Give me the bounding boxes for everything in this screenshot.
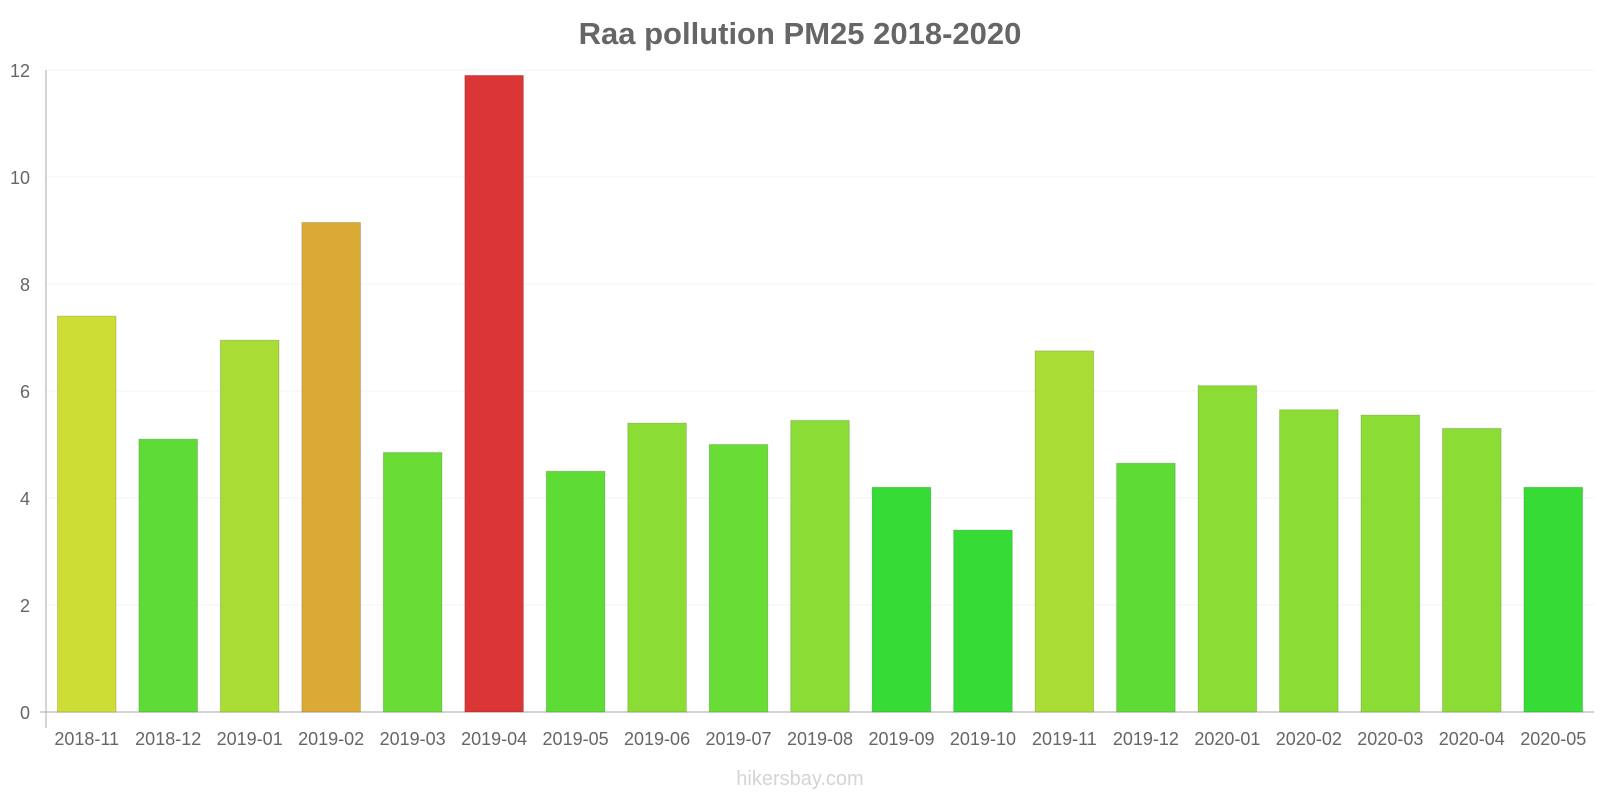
x-tick-label: 2020-01: [1194, 729, 1260, 749]
bar: [219, 339, 280, 713]
x-tick-label: 2019-12: [1113, 729, 1179, 749]
bar: [382, 452, 443, 713]
bar: [1441, 427, 1502, 713]
bar: [138, 438, 199, 713]
x-tick-label: 2019-06: [624, 729, 690, 749]
x-tick-label: 2019-11: [1032, 729, 1097, 749]
bar: [1360, 414, 1421, 713]
x-tick-label: 2018-12: [135, 729, 201, 749]
y-tick-label: 4: [20, 489, 30, 509]
y-tick-label: 10: [10, 168, 30, 188]
bar: [1197, 385, 1258, 713]
x-tick-label: 2020-02: [1276, 729, 1342, 749]
bar: [1034, 350, 1095, 713]
bar: [1116, 462, 1176, 713]
y-tick-label: 6: [20, 382, 30, 402]
x-tick-label: 2018-11: [54, 729, 119, 749]
bar: [545, 470, 606, 713]
x-tick-label: 2019-03: [380, 729, 446, 749]
watermark: hikersbay.com: [736, 768, 864, 790]
x-tick-label: 2019-05: [543, 729, 609, 749]
x-tick-label: 2019-04: [461, 729, 527, 749]
x-tick-label: 2020-05: [1520, 729, 1586, 749]
y-tick-label: 0: [20, 703, 30, 723]
bar: [627, 422, 687, 713]
bar: [953, 529, 1013, 713]
y-tick-label: 2: [20, 596, 30, 616]
bar: [871, 486, 932, 713]
bar: [790, 419, 850, 713]
x-tick-label: 2019-09: [868, 729, 934, 749]
x-tick-label: 2019-10: [950, 729, 1016, 749]
y-tick-label: 8: [20, 275, 30, 295]
x-tick-label: 2019-02: [298, 729, 364, 749]
bar: [301, 221, 361, 713]
bar: [464, 74, 524, 713]
bar: [56, 315, 117, 713]
x-tick-label: 2019-01: [217, 729, 283, 749]
x-tick-label: 2019-07: [705, 729, 771, 749]
bar: [1523, 486, 1584, 713]
bar: [708, 444, 769, 713]
bar: [1279, 409, 1339, 713]
x-tick-label: 2020-03: [1357, 729, 1423, 749]
y-tick-label: 12: [10, 61, 30, 81]
chart-title: Raa pollution PM25 2018-2020: [578, 16, 1022, 51]
x-tick-label: 2019-08: [787, 729, 853, 749]
x-tick-label: 2020-04: [1439, 729, 1505, 749]
